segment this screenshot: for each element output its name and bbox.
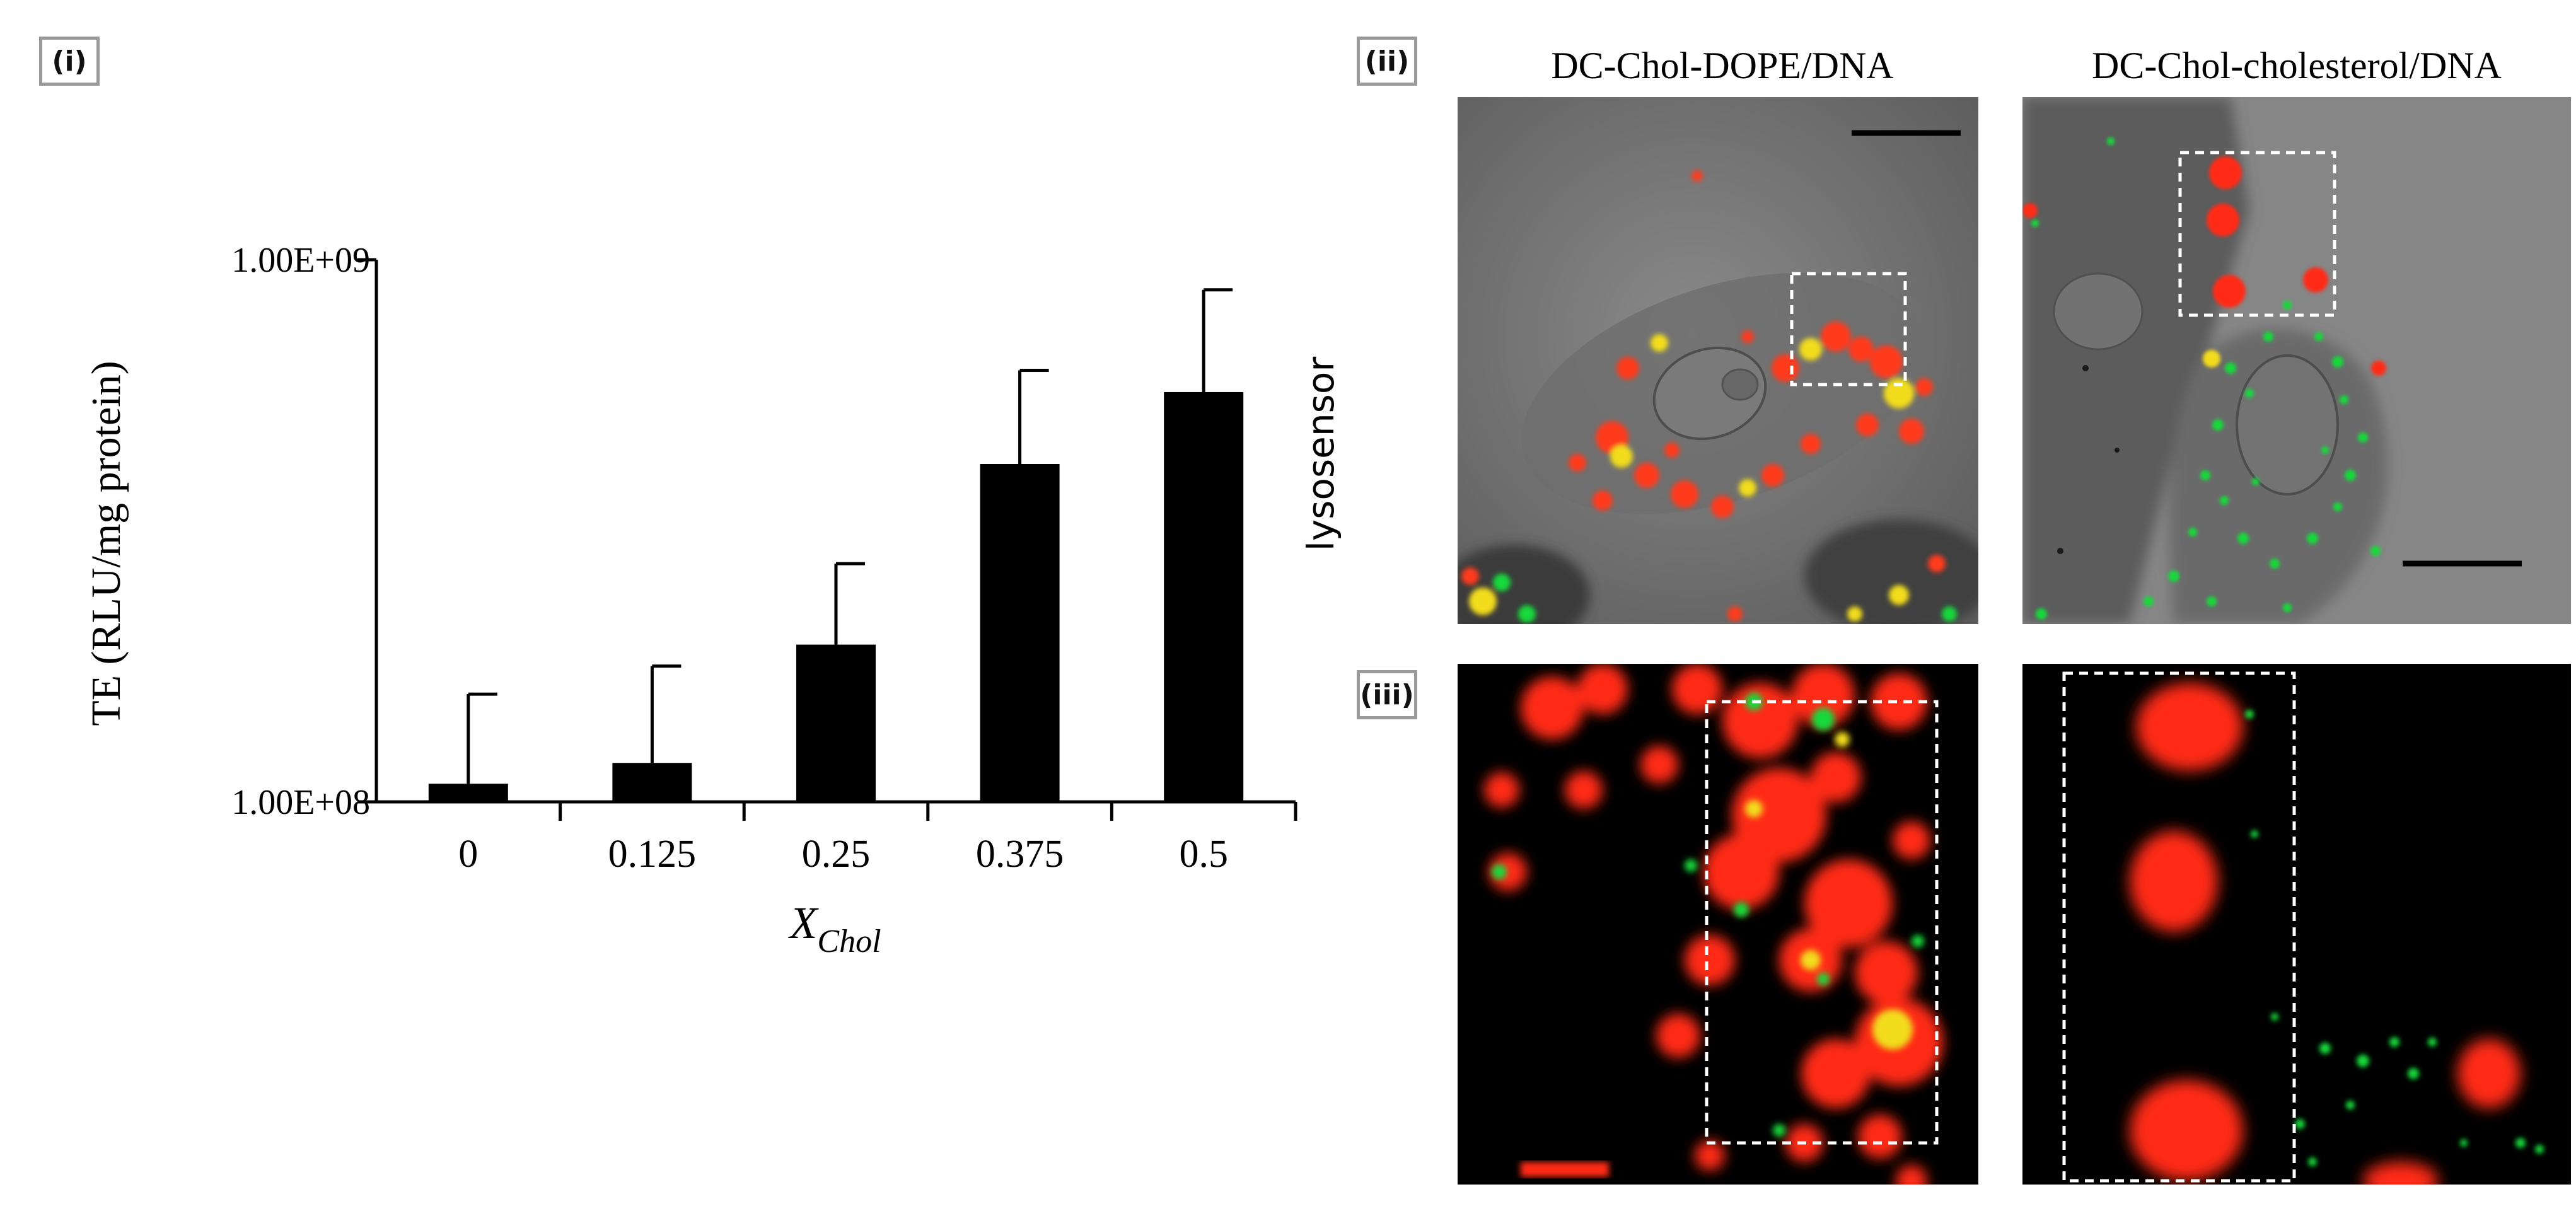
y-axis-label: TE (RLU/mg protein) <box>83 361 129 726</box>
bar <box>612 763 692 802</box>
column-title-dope: DC-Chol-DOPE/DNA <box>1551 45 1894 86</box>
panel-label-i: (i) <box>39 37 100 86</box>
micrograph-cholesterol-zoom <box>2022 664 2571 1185</box>
y-tick-label: 1.00E+09 <box>231 241 370 280</box>
panel-label-ii: (ii) <box>1357 37 1417 86</box>
x-axis-label-main: X <box>787 898 819 948</box>
bar <box>1164 391 1244 802</box>
x-axis-label: XChol <box>787 898 881 959</box>
x-tick-label: 0.5 <box>1179 833 1228 876</box>
x-tick-label: 0.25 <box>802 833 871 876</box>
bar <box>428 784 508 802</box>
micrograph-dope-zoom <box>1458 664 1978 1185</box>
column-title-cholesterol: DC-Chol-cholesterol/DNA <box>2092 45 2502 86</box>
x-axis-label-subscript: Chol <box>817 924 881 959</box>
micrograph-dope-lysosensor <box>1458 97 1978 624</box>
micrograph-cholesterol-lysosensor <box>2022 97 2571 624</box>
y-tick-label: 1.00E+08 <box>231 783 370 822</box>
transfection-efficiency-bar-chart: 1.00E+08 1.00E+09 TE (RLU/mg protein) 0 0.12… <box>83 241 1297 959</box>
x-tick-label: 0 <box>458 833 478 876</box>
bar <box>980 464 1060 802</box>
x-tick-label: 0.375 <box>976 833 1064 876</box>
bar <box>796 644 876 802</box>
x-tick-label: 0.125 <box>608 833 697 876</box>
panel-label-iii: (iii) <box>1357 670 1417 719</box>
